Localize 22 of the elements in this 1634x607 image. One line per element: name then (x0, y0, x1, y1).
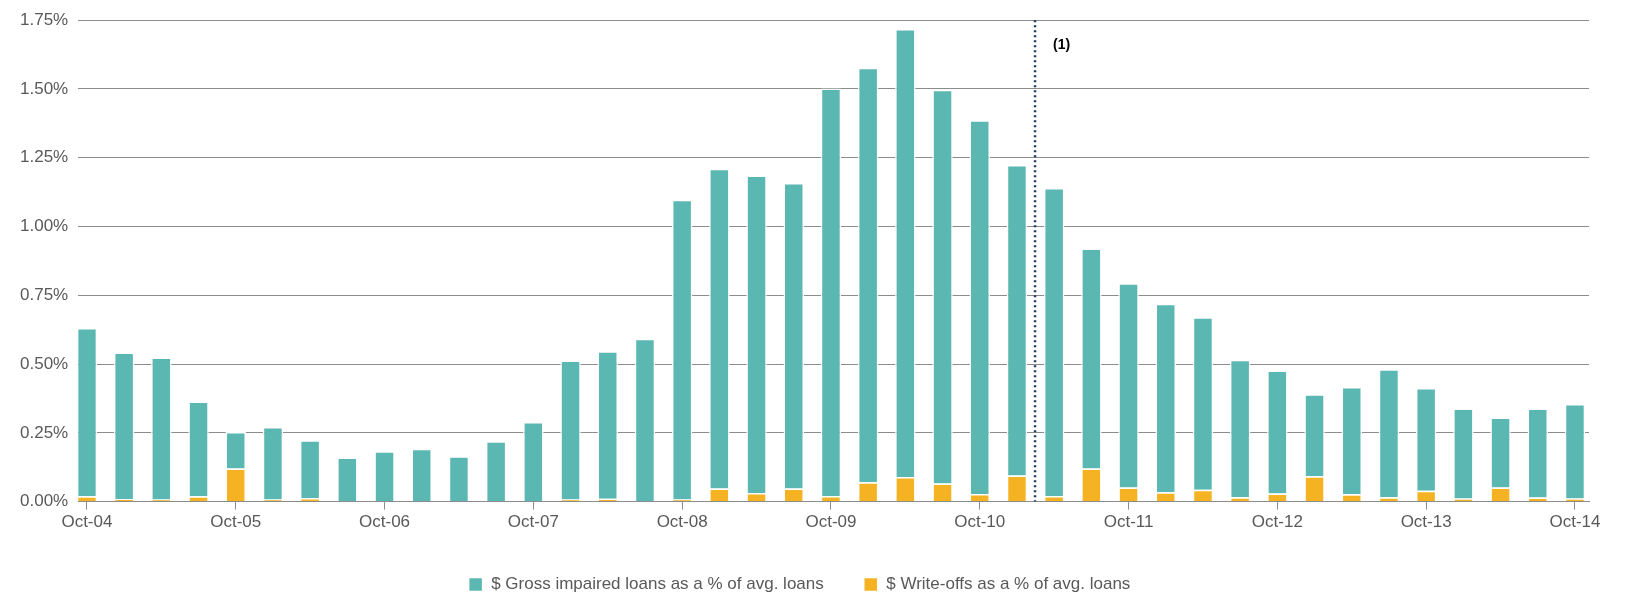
x-tick-label: Oct-07 (507, 512, 559, 532)
ref-line-label: (1) (1053, 36, 1071, 53)
y-tick-label: 1.75% (20, 9, 69, 29)
y-tick-label: 0.75% (20, 284, 69, 304)
y-tick-label: 0.50% (20, 353, 69, 373)
y-tick-label: 0.00% (20, 491, 69, 511)
x-tick-label: Oct-09 (805, 512, 857, 532)
y-tick-label: 1.50% (20, 78, 69, 98)
x-tick-label: Oct-05 (210, 512, 262, 532)
legend-label: $ Write-offs as a % of avg. loans (886, 574, 1131, 594)
x-tick-label: Oct-12 (1251, 512, 1303, 532)
x-tick-label: Oct-10 (954, 512, 1006, 532)
x-tick-label: Oct-04 (61, 512, 113, 532)
x-tick-label: Oct-14 (1549, 512, 1601, 532)
y-tick-label: 1.25% (20, 147, 69, 167)
x-tick-label: Oct-06 (359, 512, 411, 532)
y-tick-label: 0.25% (20, 422, 69, 442)
legend-label: $ Gross impaired loans as a % of avg. loans (491, 574, 824, 594)
x-tick-label: Oct-08 (656, 512, 708, 532)
y-tick-label: 1.00% (20, 216, 69, 236)
x-tick-label: Oct-11 (1103, 512, 1154, 532)
x-tick-label: Oct-13 (1400, 512, 1452, 532)
